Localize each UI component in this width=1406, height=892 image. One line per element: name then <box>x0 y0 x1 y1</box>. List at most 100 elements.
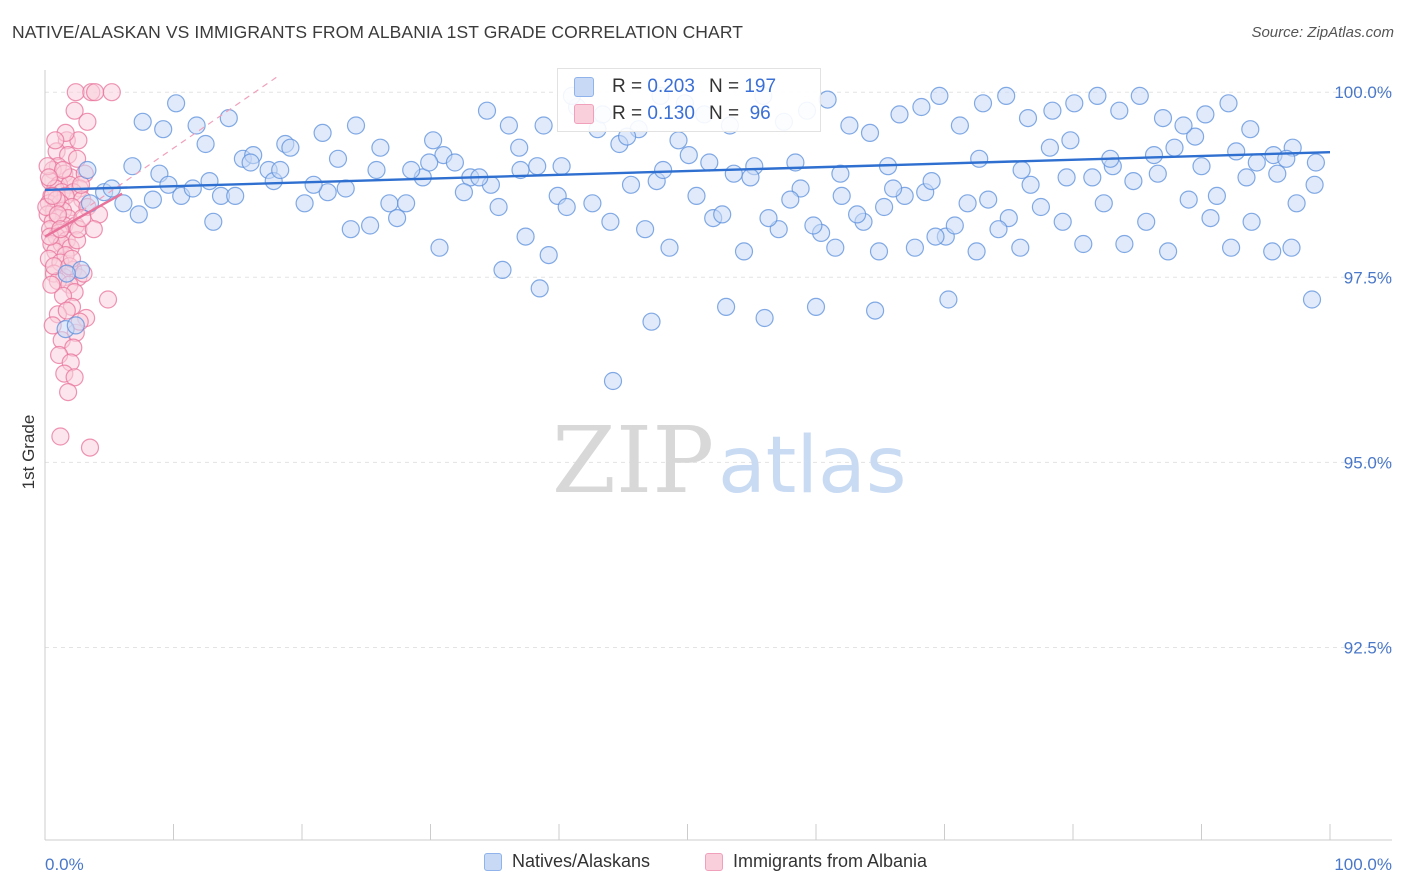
point-natives <box>187 116 206 135</box>
point-natives <box>1137 212 1156 231</box>
point-albania <box>67 149 87 168</box>
point-natives <box>1148 164 1167 183</box>
point-natives <box>905 238 925 257</box>
point-natives <box>154 120 173 139</box>
point-natives <box>1287 194 1306 213</box>
tick-labels: 100.0% 97.5% 95.0% 92.5% 0.0% 100.0% <box>45 83 1392 874</box>
series-natives-points <box>56 86 1326 391</box>
point-natives <box>552 157 571 176</box>
point-natives <box>78 160 97 180</box>
point-natives <box>1065 94 1084 113</box>
point-natives <box>831 164 850 183</box>
stats-r-label: R = <box>612 103 643 124</box>
point-albania <box>102 83 121 102</box>
legend-swatch-albania <box>705 852 723 871</box>
point-natives <box>1083 168 1102 187</box>
point-natives <box>883 179 903 198</box>
point-albania <box>42 275 61 294</box>
point-natives <box>1302 290 1322 309</box>
point-albania <box>57 301 76 320</box>
stats-n-label: N = <box>708 76 740 97</box>
point-natives <box>1241 120 1260 139</box>
point-natives <box>1061 131 1080 150</box>
point-natives <box>1268 164 1287 183</box>
point-natives <box>1130 86 1149 106</box>
point-natives <box>973 94 993 113</box>
point-albania <box>85 83 105 102</box>
point-natives <box>133 112 152 131</box>
point-natives <box>1115 234 1134 254</box>
point-natives <box>454 183 473 202</box>
point-natives <box>1144 146 1164 165</box>
point-natives <box>66 316 85 335</box>
point-natives <box>1053 212 1072 231</box>
point-natives <box>477 101 497 120</box>
point-natives <box>143 190 162 209</box>
point-natives <box>1021 175 1040 194</box>
point-natives <box>826 238 845 257</box>
point-natives <box>346 116 366 135</box>
point-natives <box>318 183 337 202</box>
point-natives <box>313 123 332 142</box>
point-natives <box>716 297 736 316</box>
point-natives <box>1018 108 1038 128</box>
source-label: Source: ZipAtlas.com <box>1251 24 1394 41</box>
point-natives <box>196 134 215 154</box>
point-natives <box>1011 238 1030 257</box>
point-natives <box>653 160 673 180</box>
stats-r-value: 0.130 <box>647 103 695 124</box>
point-natives <box>510 138 529 157</box>
point-natives <box>445 153 464 172</box>
point-natives <box>1237 168 1256 187</box>
stats-box: R = 0.203 N = 197 R = 0.130 N = 96 <box>557 68 821 132</box>
point-albania <box>46 131 65 150</box>
point-natives <box>281 138 300 157</box>
point-natives <box>1247 153 1266 172</box>
x-tick-label-max: 100.0% <box>1334 855 1392 874</box>
point-natives <box>860 123 880 142</box>
point-natives <box>539 246 558 265</box>
point-natives <box>724 164 743 183</box>
point-natives <box>528 157 547 176</box>
point-albania <box>78 112 97 131</box>
legend-item-natives[interactable]: Natives/Alaskans <box>484 851 650 872</box>
stats-n-label: N = <box>708 103 740 124</box>
point-natives <box>493 260 512 279</box>
legend-label-natives: Natives/Alaskans <box>512 851 651 871</box>
point-natives <box>1201 209 1220 228</box>
point-natives <box>945 216 964 235</box>
point-natives <box>367 160 386 180</box>
point-natives <box>847 205 867 224</box>
point-albania <box>53 160 73 180</box>
point-natives <box>557 197 576 217</box>
point-natives <box>755 308 774 328</box>
point-natives <box>926 227 945 246</box>
point-natives <box>979 190 998 209</box>
point-natives <box>1207 186 1227 205</box>
point-albania <box>43 186 62 205</box>
point-natives <box>922 172 941 191</box>
point-natives <box>397 194 416 213</box>
point-natives <box>1057 168 1076 187</box>
point-natives <box>700 153 719 172</box>
point-natives <box>1196 105 1215 124</box>
point-natives <box>818 90 837 109</box>
legend-item-albania[interactable]: Immigrants from Albania <box>705 851 927 872</box>
stats-row-natives: R = 0.203 N = 197 <box>574 74 776 100</box>
point-natives <box>371 138 390 157</box>
point-natives <box>167 94 186 113</box>
point-natives <box>912 97 931 117</box>
chart-title: NATIVE/ALASKAN VS IMMIGRANTS FROM ALBANI… <box>12 22 744 42</box>
point-natives <box>534 116 553 135</box>
point-natives <box>997 86 1016 106</box>
point-natives <box>1219 94 1238 113</box>
point-natives <box>999 209 1018 228</box>
point-natives <box>642 312 661 331</box>
point-natives <box>759 209 778 228</box>
point-natives <box>341 220 360 239</box>
point-natives <box>865 301 885 320</box>
point-natives <box>890 105 909 124</box>
point-natives <box>159 175 178 194</box>
point-natives <box>713 205 732 224</box>
series-albania-points <box>37 83 121 457</box>
